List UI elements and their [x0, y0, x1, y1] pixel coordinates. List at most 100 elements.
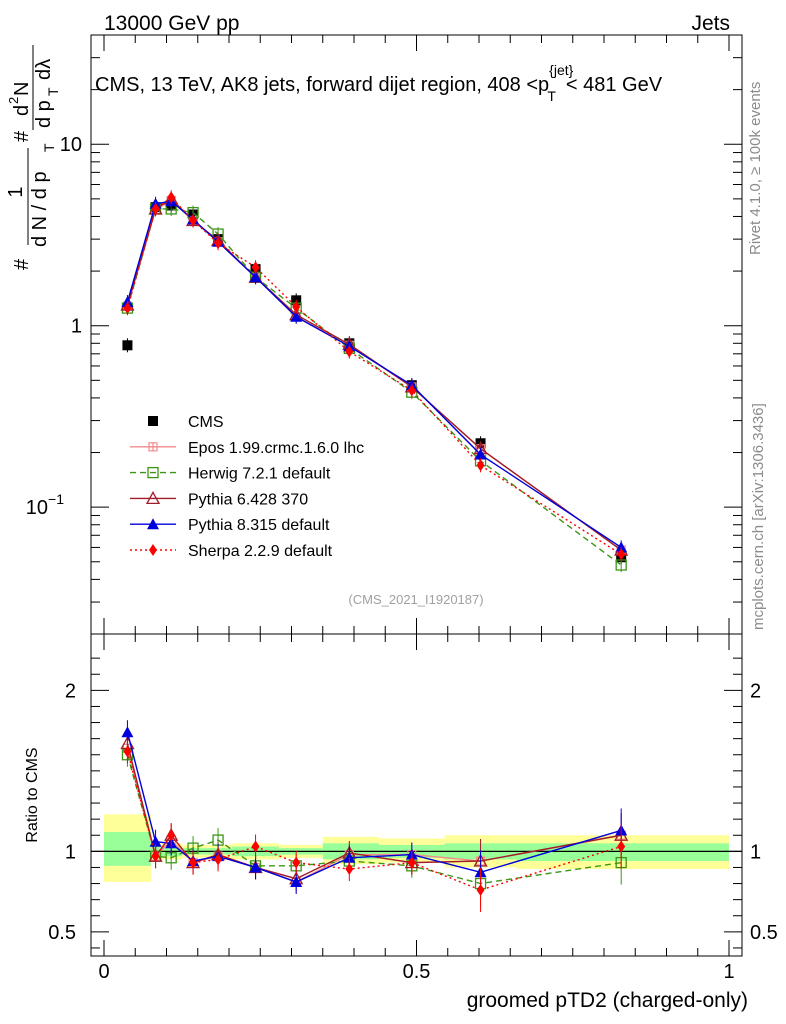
legend-marker-epos [148, 442, 158, 452]
series-line-sherpa [126, 196, 622, 555]
ratio-point-pythia8-shape [290, 875, 303, 887]
point-pythia8-shape [474, 448, 487, 460]
point-sherpa-shape [167, 191, 176, 204]
ratio-point-sherpa [251, 840, 260, 853]
legend-label-epos: Epos 1.99.crmc.1.6.0 lhc [188, 440, 364, 457]
point-sherpa [251, 261, 260, 274]
ratio-point-sherpa [476, 883, 485, 896]
main-ylabel-dlambda: dλ [33, 59, 55, 80]
point-sherpa-shape [189, 214, 198, 227]
ratio-point-sherpa-shape [167, 829, 176, 842]
point-sherpa [476, 459, 485, 472]
point-sherpa-shape [214, 237, 223, 250]
main-ytick-label-exp: −1 [48, 491, 64, 507]
point-sherpa-shape [407, 384, 416, 397]
main-ylabel-2: 2 [6, 97, 21, 104]
legend-marker-cms [148, 416, 158, 426]
main-axis-ticks: 10−1 1 10 [26, 34, 742, 635]
point-sherpa [617, 548, 626, 561]
ratio-point-sherpa [292, 856, 301, 869]
legend-marker-pythia8-shape [147, 518, 159, 530]
ratio-xtick-label: 1 [723, 961, 734, 983]
ratio-xtick-label: 0 [98, 961, 109, 983]
main-ytick-label: 10−1 [26, 491, 64, 519]
ratio-series-epos [122, 736, 626, 894]
ratio-point-pythia8 [249, 861, 262, 873]
point-sherpa-shape [123, 302, 132, 315]
rivet-label: Rivet 4.1.0, ≥ 100k events [747, 82, 764, 255]
legend-item-epos: Epos 1.99.crmc.1.6.0 lhc [130, 440, 364, 457]
ratio-point-sherpa [189, 856, 198, 869]
band-stat [104, 832, 151, 866]
plot-title-sup: {jet} [549, 62, 573, 78]
main-ylabel-dn: d N / d p [29, 171, 51, 247]
energy-label: 13000 GeV pp [104, 12, 239, 35]
plot-title-main: CMS, 13 TeV, AK8 jets, forward dijet reg… [95, 74, 549, 96]
ratio-point-sherpa-shape [476, 883, 485, 896]
point-sherpa [214, 237, 223, 250]
legend-label-herwig: Herwig 7.2.1 default [188, 466, 331, 483]
ratio-point-sherpa [123, 745, 132, 758]
analysis-id: (CMS_2021_I1920187) [348, 592, 483, 607]
ratio-point-pythia8 [121, 726, 134, 738]
point-sherpa-shape [617, 548, 626, 561]
ratio-axis-ticks: 0.5 0.5 1 1 2 2 0 0.5 1 [48, 634, 778, 983]
category-label: Jets [691, 12, 730, 35]
ratio-point-sherpa [345, 863, 354, 876]
ratio-point-sherpa [151, 850, 160, 863]
ratio-ylabel: Ratio to CMS [24, 747, 41, 842]
series-sherpa [123, 190, 626, 562]
ratio-point-pythia8-shape [121, 726, 134, 738]
ratio-point-sherpa [214, 853, 223, 866]
legend-label-sherpa: Sherpa 2.2.9 default [188, 543, 333, 560]
legend-marker-herwig-shape [147, 466, 159, 479]
legend-marker-sherpa-shape [149, 544, 157, 556]
point-sherpa [167, 191, 176, 204]
legend-marker-pythia6-shape [145, 491, 161, 505]
ratio-point-sherpa-shape [345, 863, 354, 876]
ratio-ytick-label: 0.5 [48, 922, 76, 944]
main-ylabel-dp: d p [33, 100, 55, 128]
ratio-series [120, 720, 629, 912]
legend-marker-epos-cross [149, 442, 157, 451]
plot-title-tail: < 481 GeV [566, 74, 663, 96]
main-ylabel: # 1 d N / d p T # d 2 N d p T dλ [5, 45, 61, 270]
point-pythia8 [290, 310, 303, 322]
legend-item-pythia6: Pythia 6.428 370 [130, 491, 308, 508]
ratio-xtick-label: 0.5 [403, 961, 431, 983]
legend-item-cms: CMS [148, 414, 224, 431]
ratio-bands [91, 814, 742, 882]
legend-label-cms: CMS [188, 414, 224, 431]
point-sherpa-shape [476, 459, 485, 472]
point-sherpa-shape [151, 202, 160, 215]
ratio-series-sherpa [123, 739, 626, 912]
main-ylabel-t2: T [45, 87, 61, 96]
legend-item-sherpa: Sherpa 2.2.9 default [130, 543, 333, 560]
ratio-point-sherpa [167, 829, 176, 842]
point-sherpa [151, 202, 160, 215]
ratio-xlabel: groomed pTD2 (charged-only) [467, 989, 748, 1012]
main-ylabel-one: 1 [5, 186, 27, 197]
ratio-line-sherpa [126, 751, 622, 891]
point-sherpa [189, 214, 198, 227]
ratio-point-sherpa-shape [407, 856, 416, 869]
point-cms-shape [122, 340, 133, 351]
ratio-ytick-label: 2 [65, 680, 76, 702]
legend-item-herwig: Herwig 7.2.1 default [130, 466, 331, 483]
main-ylabel-hash2: # [11, 130, 33, 142]
legend-label-pythia8: Pythia 8.315 default [188, 517, 330, 534]
main-ylabel-hash: # [11, 258, 33, 270]
ratio-point-sherpa-shape [151, 850, 160, 863]
legend-marker-pythia6 [145, 491, 161, 505]
legend-marker-pythia8 [147, 518, 159, 530]
legend-marker-cms-shape [148, 416, 158, 426]
ratio-ytick-label-right: 1 [750, 841, 761, 863]
point-pythia8 [615, 541, 628, 553]
plot-title-sub: T [547, 88, 556, 104]
ratio-point-sherpa-shape [617, 840, 626, 853]
ratio-series-herwig [121, 742, 627, 906]
point-sherpa [292, 300, 301, 313]
ratio-point-sherpa-shape [189, 856, 198, 869]
ratio-ytick-label-right: 2 [750, 680, 761, 702]
